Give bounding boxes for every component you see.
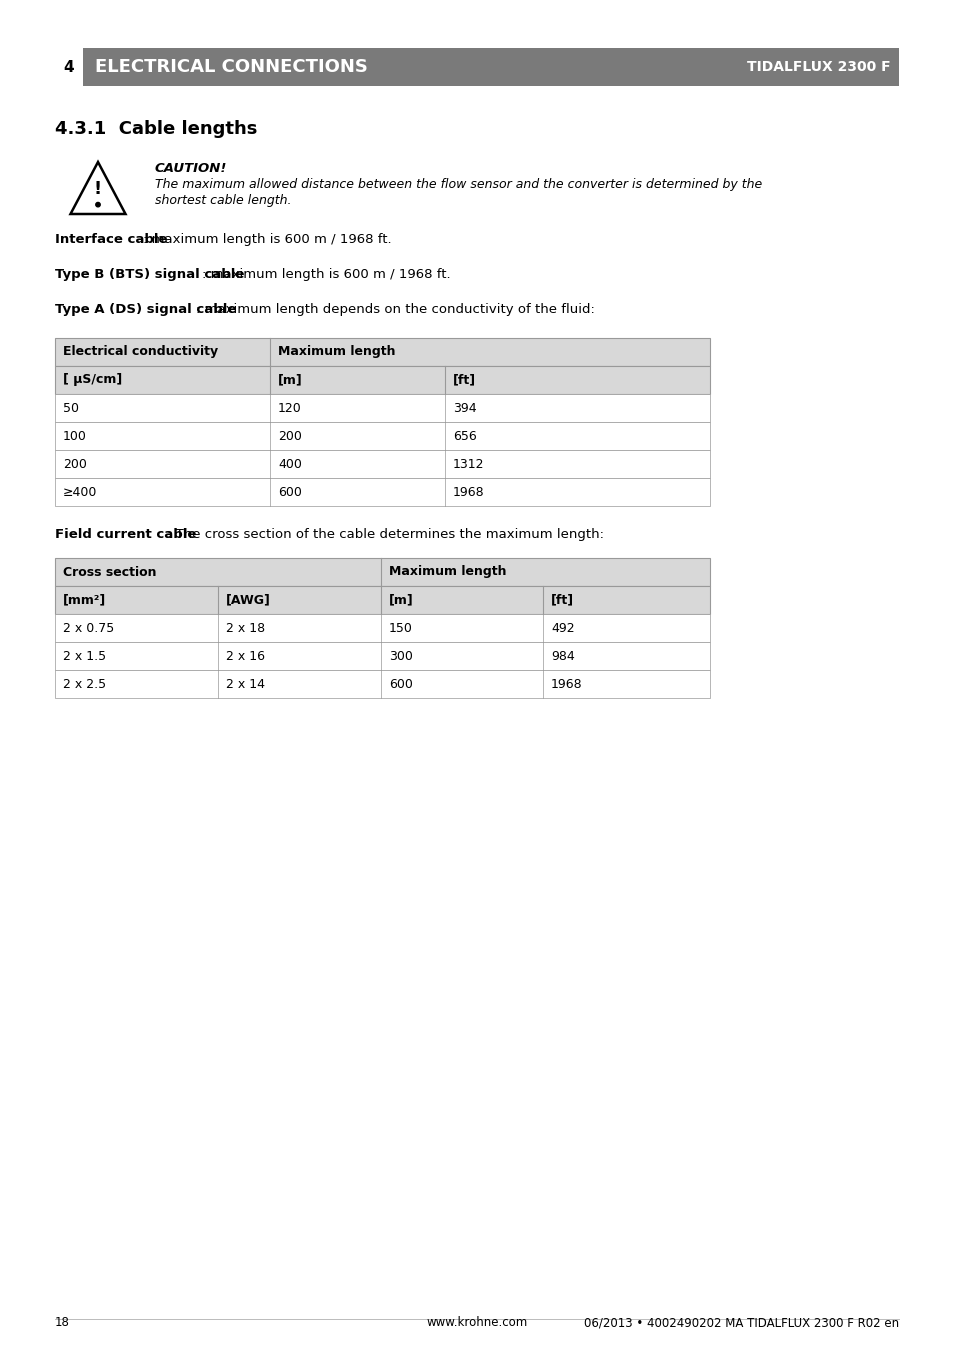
Bar (55, 450, 709, 478)
Text: 984: 984 (551, 650, 574, 662)
Bar (55, 586, 709, 613)
Text: 400: 400 (277, 458, 301, 470)
Text: shortest cable length.: shortest cable length. (154, 195, 292, 207)
Text: Type A (DS) signal cable: Type A (DS) signal cable (55, 303, 236, 316)
Text: 2 x 14: 2 x 14 (226, 677, 265, 690)
Text: www.krohne.com: www.krohne.com (426, 1316, 527, 1329)
Bar (55, 613, 709, 642)
Bar (55, 366, 709, 394)
Text: 2 x 18: 2 x 18 (226, 621, 265, 635)
Text: 600: 600 (389, 677, 413, 690)
Text: 150: 150 (389, 621, 413, 635)
Circle shape (95, 203, 100, 207)
Text: 2 x 16: 2 x 16 (226, 650, 265, 662)
Text: !: ! (93, 180, 102, 199)
Text: 1968: 1968 (551, 677, 582, 690)
Text: : The cross section of the cable determines the maximum length:: : The cross section of the cable determi… (167, 528, 603, 540)
Text: 200: 200 (277, 430, 301, 443)
Text: [AWG]: [AWG] (226, 593, 271, 607)
Bar (55, 670, 709, 698)
Text: 492: 492 (551, 621, 574, 635)
Text: [m]: [m] (277, 373, 302, 386)
Text: 06/2013 • 4002490202 MA TIDALFLUX 2300 F R02 en: 06/2013 • 4002490202 MA TIDALFLUX 2300 F… (583, 1316, 898, 1329)
Text: ≥400: ≥400 (63, 485, 97, 499)
Text: TIDALFLUX 2300 F: TIDALFLUX 2300 F (746, 59, 890, 74)
Text: : maximum length is 600 m / 1968 ft.: : maximum length is 600 m / 1968 ft. (143, 232, 392, 246)
Text: 394: 394 (453, 401, 476, 415)
Text: Electrical conductivity: Electrical conductivity (63, 346, 218, 358)
Text: [ft]: [ft] (551, 593, 574, 607)
Text: 2 x 2.5: 2 x 2.5 (63, 677, 106, 690)
Text: : maximum length depends on the conductivity of the fluid:: : maximum length depends on the conducti… (196, 303, 595, 316)
Text: Maximum length: Maximum length (389, 566, 506, 578)
Text: 300: 300 (389, 650, 413, 662)
Text: [m]: [m] (389, 593, 414, 607)
Text: 50: 50 (63, 401, 79, 415)
Text: 600: 600 (277, 485, 301, 499)
Bar (55, 558, 709, 586)
Text: 200: 200 (63, 458, 87, 470)
Bar (55, 422, 709, 450)
Text: ELECTRICAL CONNECTIONS: ELECTRICAL CONNECTIONS (95, 58, 368, 76)
Text: CAUTION!: CAUTION! (154, 162, 227, 176)
Bar (55, 49, 83, 86)
Text: 1312: 1312 (453, 458, 484, 470)
Text: 120: 120 (277, 401, 301, 415)
Text: 4.3.1  Cable lengths: 4.3.1 Cable lengths (55, 120, 257, 138)
Text: Field current cable: Field current cable (55, 528, 196, 540)
Bar (55, 394, 709, 422)
Bar (83, 49, 898, 86)
Text: Cross section: Cross section (63, 566, 156, 578)
Text: 1968: 1968 (453, 485, 484, 499)
Text: 4: 4 (64, 59, 74, 74)
Text: 2 x 1.5: 2 x 1.5 (63, 650, 106, 662)
Bar (55, 338, 709, 366)
Text: 656: 656 (453, 430, 476, 443)
Text: Interface cable: Interface cable (55, 232, 168, 246)
Text: [ft]: [ft] (453, 373, 476, 386)
Text: 100: 100 (63, 430, 87, 443)
Text: The maximum allowed distance between the flow sensor and the converter is determ: The maximum allowed distance between the… (154, 178, 761, 190)
Text: : maximum length is 600 m / 1968 ft.: : maximum length is 600 m / 1968 ft. (202, 267, 451, 281)
Text: [mm²]: [mm²] (63, 593, 106, 607)
Bar (55, 642, 709, 670)
Text: Maximum length: Maximum length (277, 346, 395, 358)
Text: [ µS/cm]: [ µS/cm] (63, 373, 122, 386)
Text: 2 x 0.75: 2 x 0.75 (63, 621, 114, 635)
Bar (55, 478, 709, 507)
Text: 18: 18 (55, 1316, 70, 1329)
Text: Type B (BTS) signal cable: Type B (BTS) signal cable (55, 267, 244, 281)
